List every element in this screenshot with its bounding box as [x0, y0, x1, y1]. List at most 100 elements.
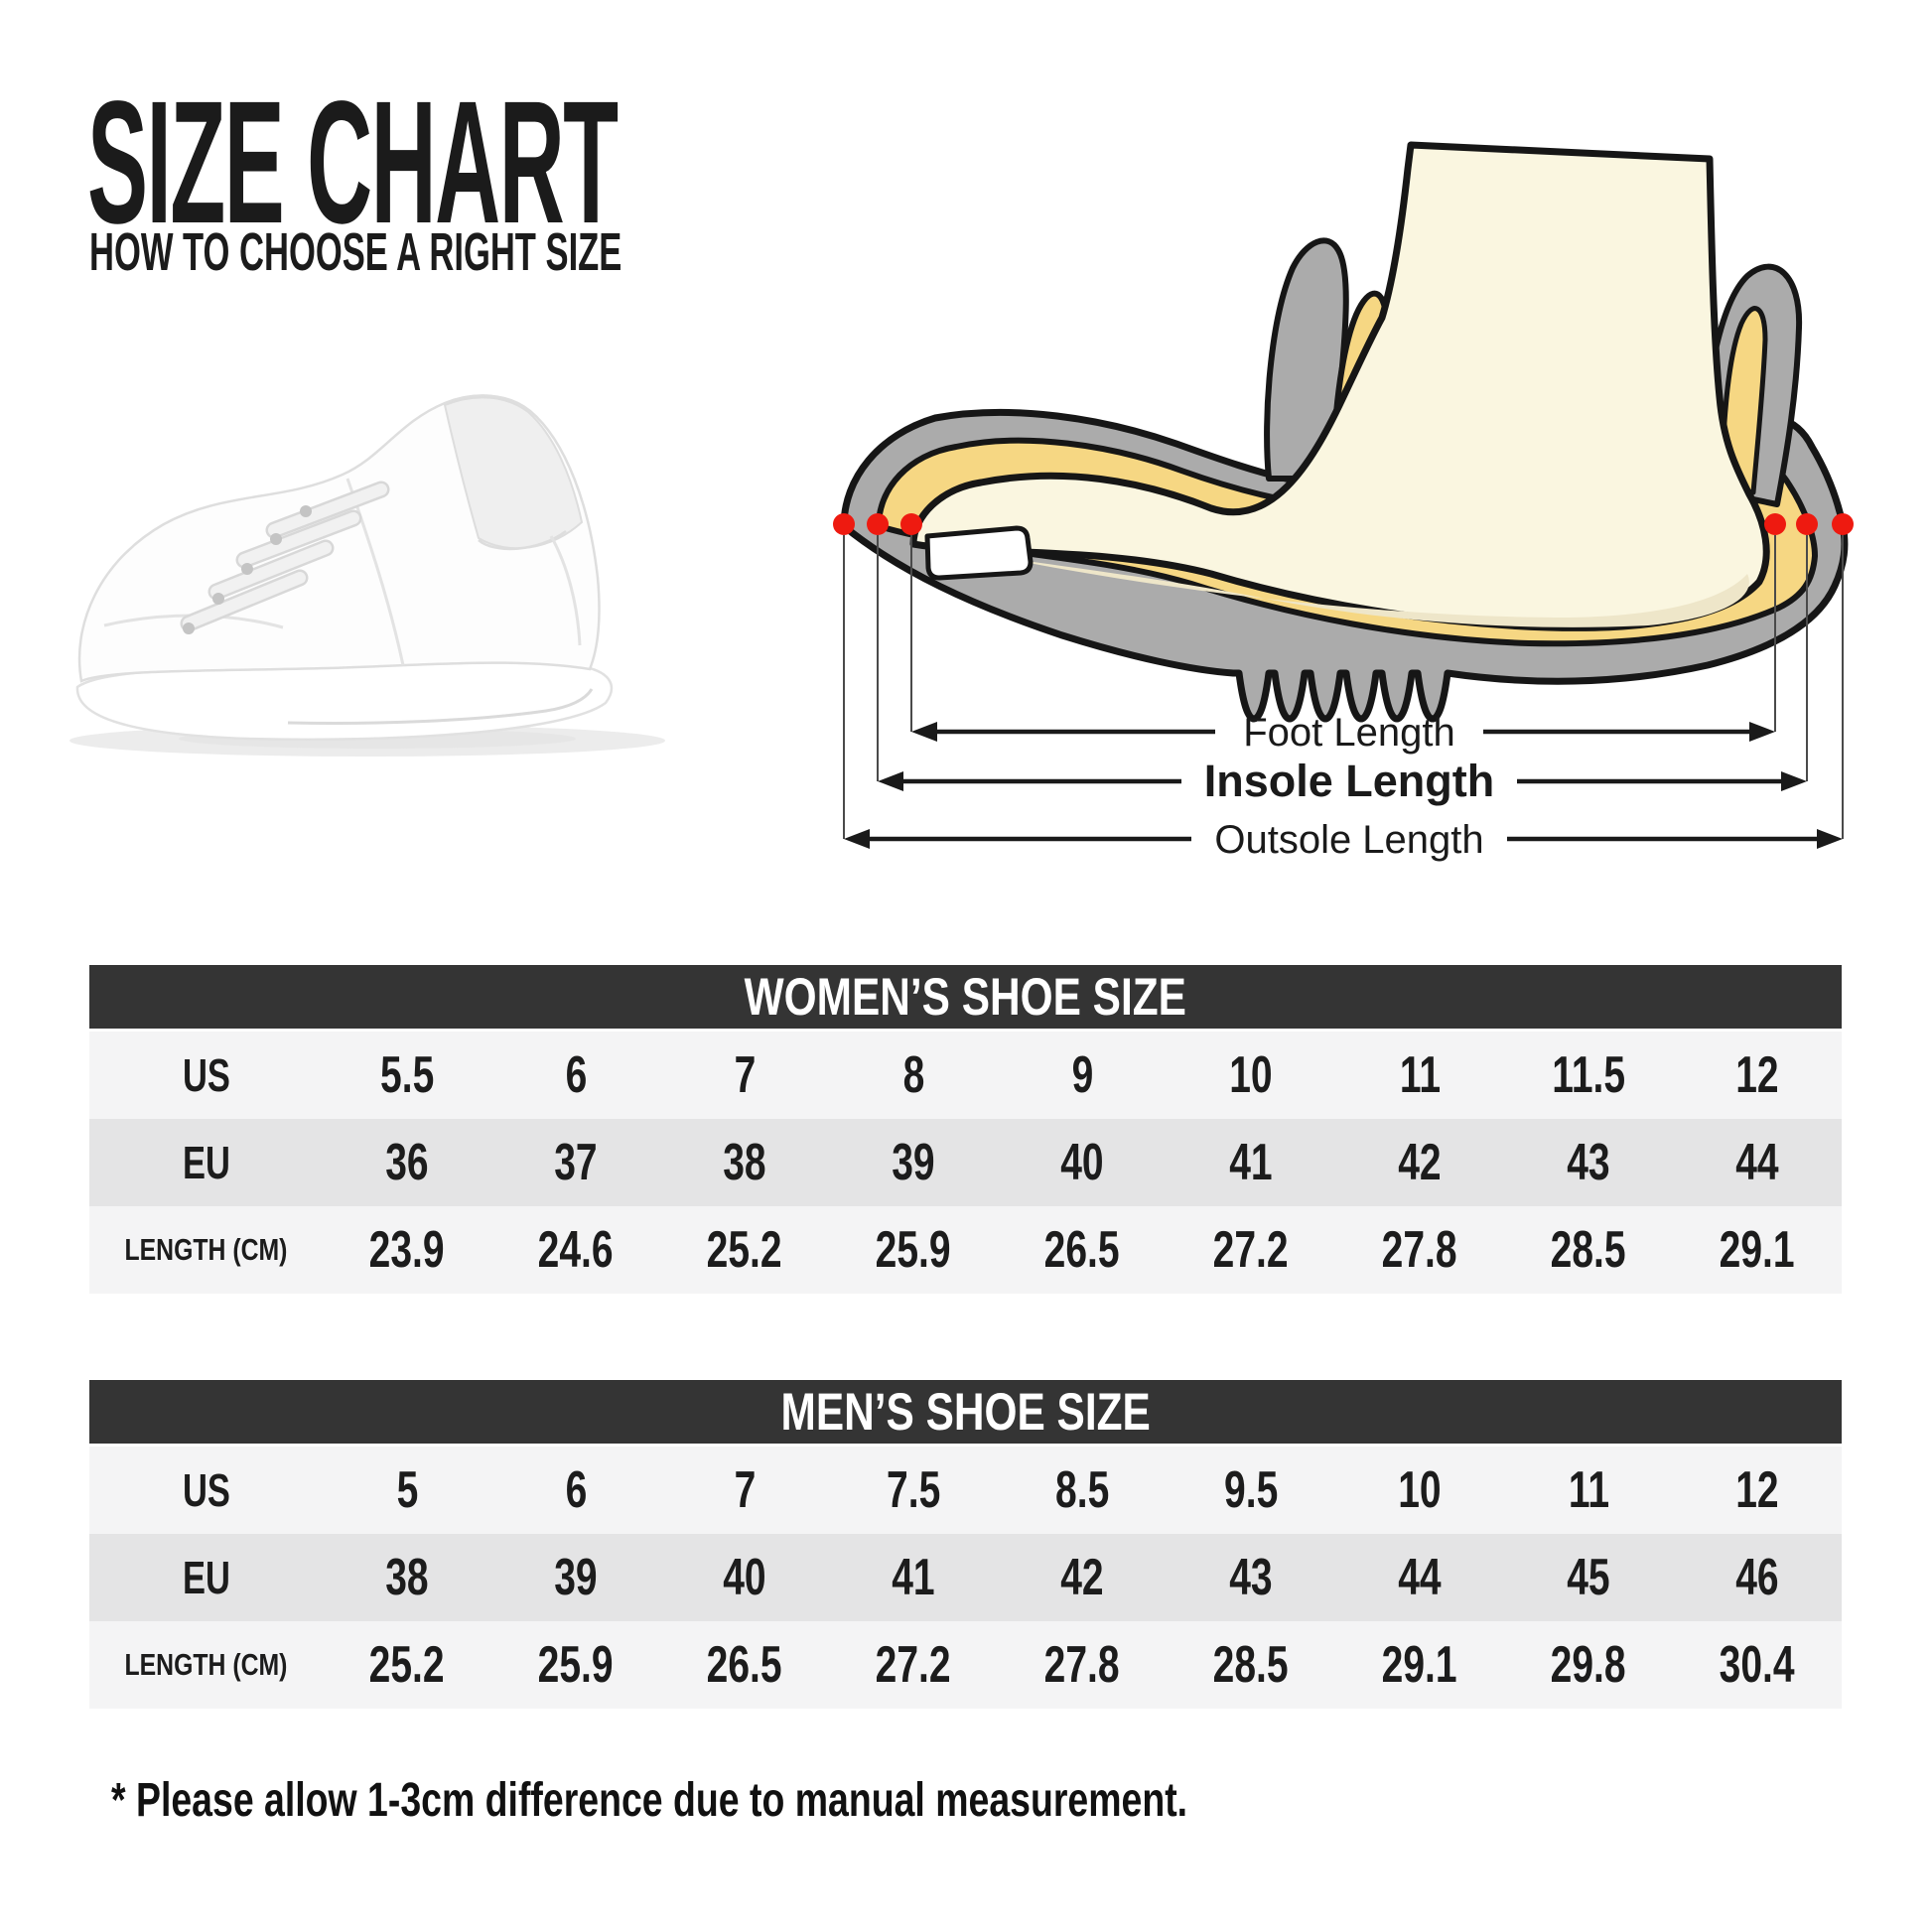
size-cell: 8 — [902, 1046, 924, 1104]
marker-foot-front — [900, 513, 922, 535]
size-cell: 38 — [723, 1134, 766, 1191]
size-cell: 27.8 — [1382, 1221, 1457, 1279]
size-cell: 41 — [1229, 1134, 1273, 1191]
row-label: US — [182, 1049, 230, 1101]
size-cell: 38 — [385, 1549, 429, 1606]
sneaker-mesh-collar — [443, 396, 584, 550]
row-label: US — [182, 1464, 230, 1516]
size-cell: 40 — [723, 1549, 766, 1606]
size-cell: 11 — [1399, 1046, 1441, 1104]
size-cell: 29.1 — [1382, 1636, 1457, 1694]
table-row-length: LENGTH (CM) 23.9 24.6 25.2 25.9 26.5 27.… — [89, 1206, 1842, 1294]
measurement-markers — [833, 513, 1854, 535]
size-cell: 25.2 — [707, 1221, 782, 1279]
table-row-length: LENGTH (CM) 25.2 25.9 26.5 27.2 27.8 28.… — [89, 1621, 1842, 1709]
size-cell: 9.5 — [1223, 1461, 1279, 1519]
page-subtitle-text: HOW TO CHOOSE A RIGHT SIZE — [89, 222, 622, 282]
size-cell: 7 — [734, 1461, 756, 1519]
size-cell: 23.9 — [369, 1221, 445, 1279]
size-cell: 27.2 — [1213, 1221, 1289, 1279]
size-cell: 40 — [1060, 1134, 1104, 1191]
arrowhead-right — [1749, 722, 1775, 742]
arrowhead-right — [1781, 771, 1807, 791]
insole-length-arrow — [878, 771, 1807, 791]
size-cell: 5.5 — [379, 1046, 435, 1104]
sneaker-sole-groove — [287, 688, 594, 725]
size-cell: 27.8 — [1044, 1636, 1120, 1694]
sneaker-heel-seam — [549, 535, 582, 646]
foot-shade — [993, 556, 1749, 627]
size-cell: 45 — [1567, 1549, 1610, 1606]
row-label: LENGTH (CM) — [124, 1232, 288, 1267]
table-row-eu: EU 36 37 38 39 40 41 42 43 44 — [89, 1119, 1842, 1206]
womens-table-title: WOMEN’S SHOE SIZE — [744, 967, 1187, 1027]
size-cell: 39 — [892, 1134, 935, 1191]
size-cell: 25.9 — [538, 1636, 614, 1694]
foot-measurement-diagram: Foot Length Insole Length Outsole Length — [833, 141, 1854, 862]
outsole-length-arrow — [844, 829, 1843, 849]
page-subtitle: HOW TO CHOOSE A RIGHT SIZE — [89, 225, 921, 279]
size-cell: 42 — [1398, 1134, 1442, 1191]
table-row-eu: EU 38 39 40 41 42 43 44 45 46 — [89, 1534, 1842, 1621]
arrowhead-left — [878, 771, 903, 791]
size-cell: 41 — [892, 1549, 935, 1606]
size-cell: 42 — [1060, 1549, 1104, 1606]
size-cell: 29.1 — [1720, 1221, 1795, 1279]
table-row-us: US 5.5 6 7 8 9 10 11 11.5 12 — [89, 1029, 1842, 1119]
size-cell: 44 — [1735, 1134, 1779, 1191]
size-cell: 28.5 — [1213, 1636, 1289, 1694]
marker-outsole-back — [1832, 513, 1854, 535]
measurement-note-text: * Please allow 1-3cm difference due to m… — [111, 1774, 1188, 1827]
size-cell: 46 — [1735, 1549, 1779, 1606]
size-cell: 44 — [1398, 1549, 1442, 1606]
page-title-text: SIZE CHART — [87, 66, 619, 260]
marker-insole-front — [867, 513, 889, 535]
size-cell: 8.5 — [1054, 1461, 1110, 1519]
arrowhead-left — [844, 829, 870, 849]
marker-foot-back — [1764, 513, 1786, 535]
size-cell: 24.6 — [538, 1221, 614, 1279]
womens-table-header: WOMEN’S SHOE SIZE — [89, 965, 1842, 1029]
outsole-length-label: Outsole Length — [1214, 818, 1483, 862]
mens-table-header: MEN’S SHOE SIZE — [89, 1380, 1842, 1444]
size-cell: 6 — [565, 1046, 587, 1104]
size-cell: 43 — [1567, 1134, 1610, 1191]
measurement-note: * Please allow 1-3cm difference due to m… — [111, 1773, 1491, 1828]
size-cell: 7.5 — [886, 1461, 941, 1519]
sneaker-collar-line — [478, 529, 567, 551]
size-cell: 9 — [1071, 1046, 1093, 1104]
marker-insole-back — [1796, 513, 1818, 535]
table-row-us: US 5 6 7 7.5 8.5 9.5 10 11 12 — [89, 1444, 1842, 1534]
size-cell: 39 — [554, 1549, 598, 1606]
size-cell: 26.5 — [707, 1636, 782, 1694]
mens-size-table: MEN’S SHOE SIZE US 5 6 7 7.5 8.5 9.5 10 … — [89, 1380, 1842, 1709]
toenail-shape — [924, 525, 1034, 581]
size-cell: 10 — [1398, 1461, 1442, 1519]
size-cell: 28.5 — [1551, 1221, 1626, 1279]
guide-lines — [843, 535, 1844, 839]
mens-table-title: MEN’S SHOE SIZE — [780, 1382, 1151, 1442]
size-cell: 25.9 — [876, 1221, 951, 1279]
womens-size-table: WOMEN’S SHOE SIZE US 5.5 6 7 8 9 10 11 1… — [89, 965, 1842, 1294]
size-cell: 25.2 — [369, 1636, 445, 1694]
size-cell: 27.2 — [876, 1636, 951, 1694]
row-label: EU — [182, 1552, 230, 1603]
size-cell: 12 — [1735, 1046, 1779, 1104]
sneaker-image — [69, 394, 665, 757]
size-cell: 10 — [1229, 1046, 1273, 1104]
arrowhead-right — [1817, 829, 1843, 849]
size-cell: 30.4 — [1720, 1636, 1795, 1694]
foot-length-arrow — [911, 722, 1775, 742]
size-cell: 26.5 — [1044, 1221, 1120, 1279]
marker-outsole-front — [833, 513, 855, 535]
insole-length-label: Insole Length — [1204, 756, 1495, 806]
page-title: SIZE CHART — [87, 75, 1106, 250]
size-cell: 6 — [565, 1461, 587, 1519]
sneaker-eyelets — [183, 505, 312, 634]
row-label: LENGTH (CM) — [124, 1647, 288, 1682]
size-cell: 11 — [1568, 1461, 1609, 1519]
size-cell: 36 — [385, 1134, 429, 1191]
sneaker-laces — [180, 481, 390, 632]
size-cell: 29.8 — [1551, 1636, 1626, 1694]
